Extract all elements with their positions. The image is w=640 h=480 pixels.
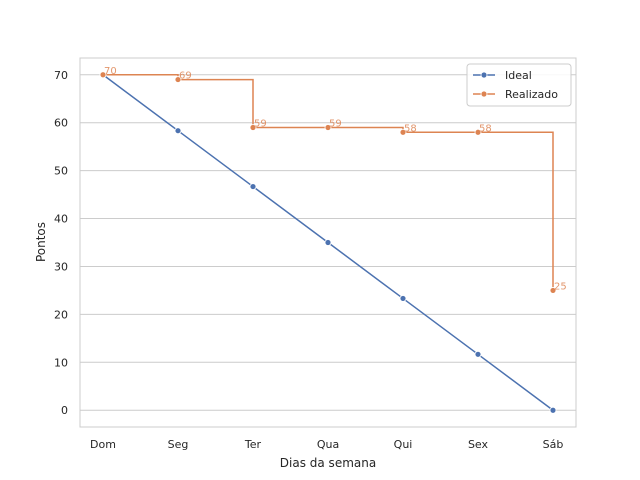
x-axis-title: Dias da semana (280, 456, 376, 470)
legend: Ideal Realizado (466, 63, 572, 107)
data-point (549, 406, 557, 414)
series-layer: 70 69 59 59 58 58 25 (99, 66, 567, 414)
x-axis-ticks: Dom Seg Ter Qua Qui Sex Sáb (90, 438, 563, 451)
data-label: 59 (254, 118, 267, 129)
y-tick-label: 50 (54, 165, 68, 178)
y-axis-ticks: 0 10 20 30 40 50 60 70 (54, 69, 68, 417)
x-tick-label: Dom (90, 438, 116, 451)
x-tick-label: Qua (317, 438, 339, 451)
data-point (99, 71, 107, 79)
data-point (249, 124, 257, 131)
data-label: 58 (479, 123, 492, 134)
data-point (399, 295, 407, 302)
series-realizado: 70 69 59 59 58 58 25 (99, 66, 567, 294)
data-point (549, 287, 557, 294)
x-tick-label: Qui (394, 438, 413, 451)
y-axis-title: Pontos (34, 222, 48, 262)
legend-marker (480, 71, 488, 79)
y-tick-label: 10 (54, 356, 68, 369)
legend-label: Realizado (505, 88, 558, 101)
x-tick-label: Sáb (543, 438, 564, 451)
y-tick-label: 70 (54, 69, 68, 82)
data-point (399, 128, 407, 136)
data-label: 70 (104, 66, 117, 77)
data-point (324, 124, 332, 131)
y-tick-label: 30 (54, 260, 68, 273)
x-tick-label: Ter (244, 438, 262, 451)
y-tick-label: 40 (54, 213, 68, 226)
legend-label: Ideal (505, 69, 532, 82)
y-tick-label: 0 (61, 404, 68, 417)
data-point (324, 239, 332, 246)
data-label: 25 (554, 281, 567, 292)
plot-frame (79, 57, 577, 428)
data-point (249, 183, 257, 190)
y-tick-label: 20 (54, 308, 68, 321)
legend-marker (480, 90, 488, 98)
data-label: 69 (179, 71, 192, 82)
data-point (174, 127, 182, 135)
data-point (474, 128, 482, 136)
data-label: 58 (404, 123, 417, 134)
data-label: 59 (329, 118, 342, 129)
y-tick-label: 60 (54, 117, 68, 130)
x-tick-label: Sex (468, 438, 489, 451)
data-point (474, 350, 482, 358)
data-point (174, 76, 182, 83)
x-tick-label: Seg (168, 438, 189, 451)
